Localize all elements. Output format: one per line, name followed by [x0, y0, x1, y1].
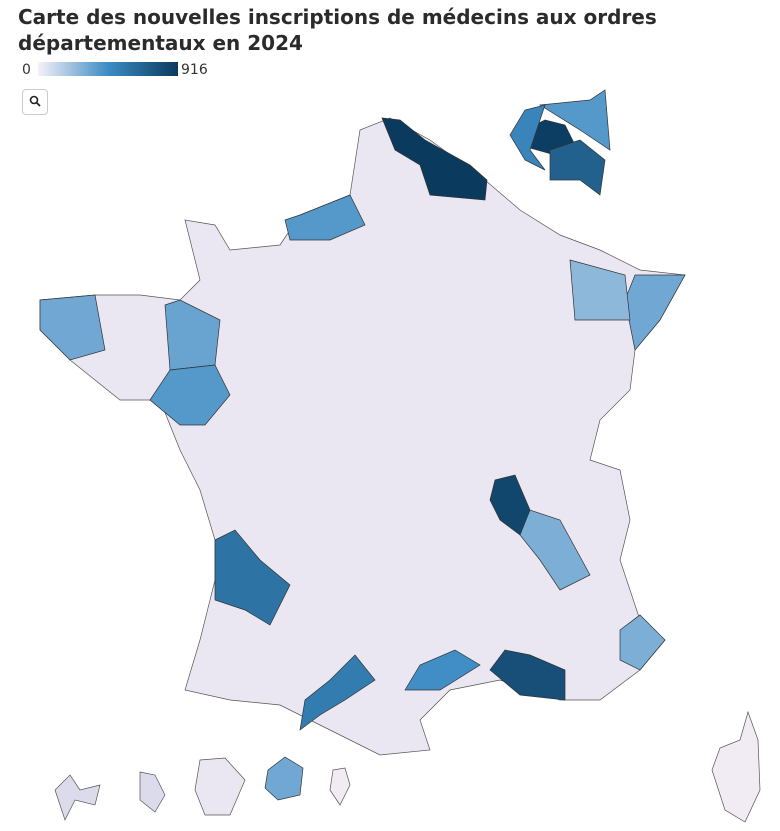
region: [264, 756, 304, 801]
search-icon: [29, 95, 41, 107]
corsica: [711, 710, 761, 823]
region: [489, 649, 566, 701]
region: [519, 509, 591, 591]
guyane: [194, 757, 246, 816]
region: [214, 529, 291, 626]
region: [509, 104, 546, 171]
region: [164, 299, 221, 371]
martinique: [139, 771, 166, 813]
region: [381, 117, 488, 201]
legend-max: 916: [181, 62, 208, 78]
region: [569, 259, 631, 321]
region: [149, 364, 231, 426]
search-button[interactable]: [22, 89, 48, 115]
france-outline: [39, 117, 686, 756]
region: [538, 89, 611, 151]
region: [299, 654, 376, 731]
region: [284, 194, 366, 241]
mayotte: [329, 767, 351, 806]
map-title: Carte des nouvelles inscriptions de méde…: [18, 5, 657, 55]
region: [549, 139, 606, 196]
region: [404, 649, 481, 691]
legend-min: 0: [22, 62, 31, 78]
region: [619, 614, 666, 671]
guadeloupe: [54, 774, 101, 821]
region: [624, 274, 686, 351]
region: [39, 294, 106, 361]
legend-gradient: [38, 62, 178, 76]
